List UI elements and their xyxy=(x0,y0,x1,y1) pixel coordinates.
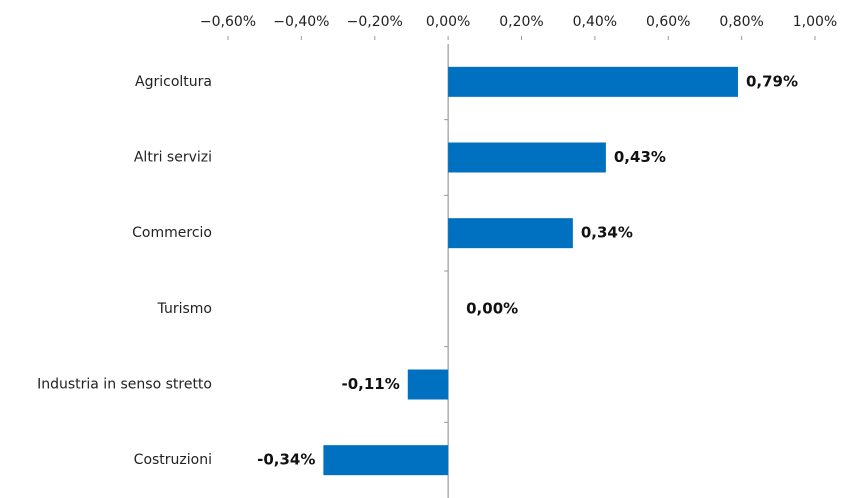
data-label: 0,43% xyxy=(614,148,666,166)
x-tick-label: 0,80% xyxy=(719,14,763,30)
y-tick-label: Altri servizi xyxy=(134,150,212,166)
y-tick-label: Costruzioni xyxy=(134,452,212,468)
bar xyxy=(448,218,573,249)
data-label: -0,34% xyxy=(257,451,315,469)
y-tick-label: Industria in senso stretto xyxy=(37,377,212,393)
x-tick-label: 1,00% xyxy=(793,14,837,30)
y-tick-label: Turismo xyxy=(157,301,212,317)
data-label: 0,00% xyxy=(466,299,518,317)
y-tick-label: Commercio xyxy=(132,225,212,241)
bar xyxy=(323,445,449,476)
data-label: 0,34% xyxy=(581,224,633,242)
x-tick-label: 0,40% xyxy=(573,14,617,30)
x-tick-label: −0,40% xyxy=(273,14,329,30)
x-tick-label: 0,20% xyxy=(499,14,543,30)
x-tick-label: −0,60% xyxy=(200,14,256,30)
x-tick-label: 0,60% xyxy=(646,14,690,30)
data-label: -0,11% xyxy=(342,375,400,393)
bar xyxy=(448,142,606,173)
bar xyxy=(407,369,449,400)
data-label: 0,79% xyxy=(746,72,798,90)
x-tick-label: 0,00% xyxy=(426,14,470,30)
bar xyxy=(448,66,738,97)
x-tick-label: −0,20% xyxy=(347,14,403,30)
y-tick-label: Agricoltura xyxy=(135,74,212,90)
